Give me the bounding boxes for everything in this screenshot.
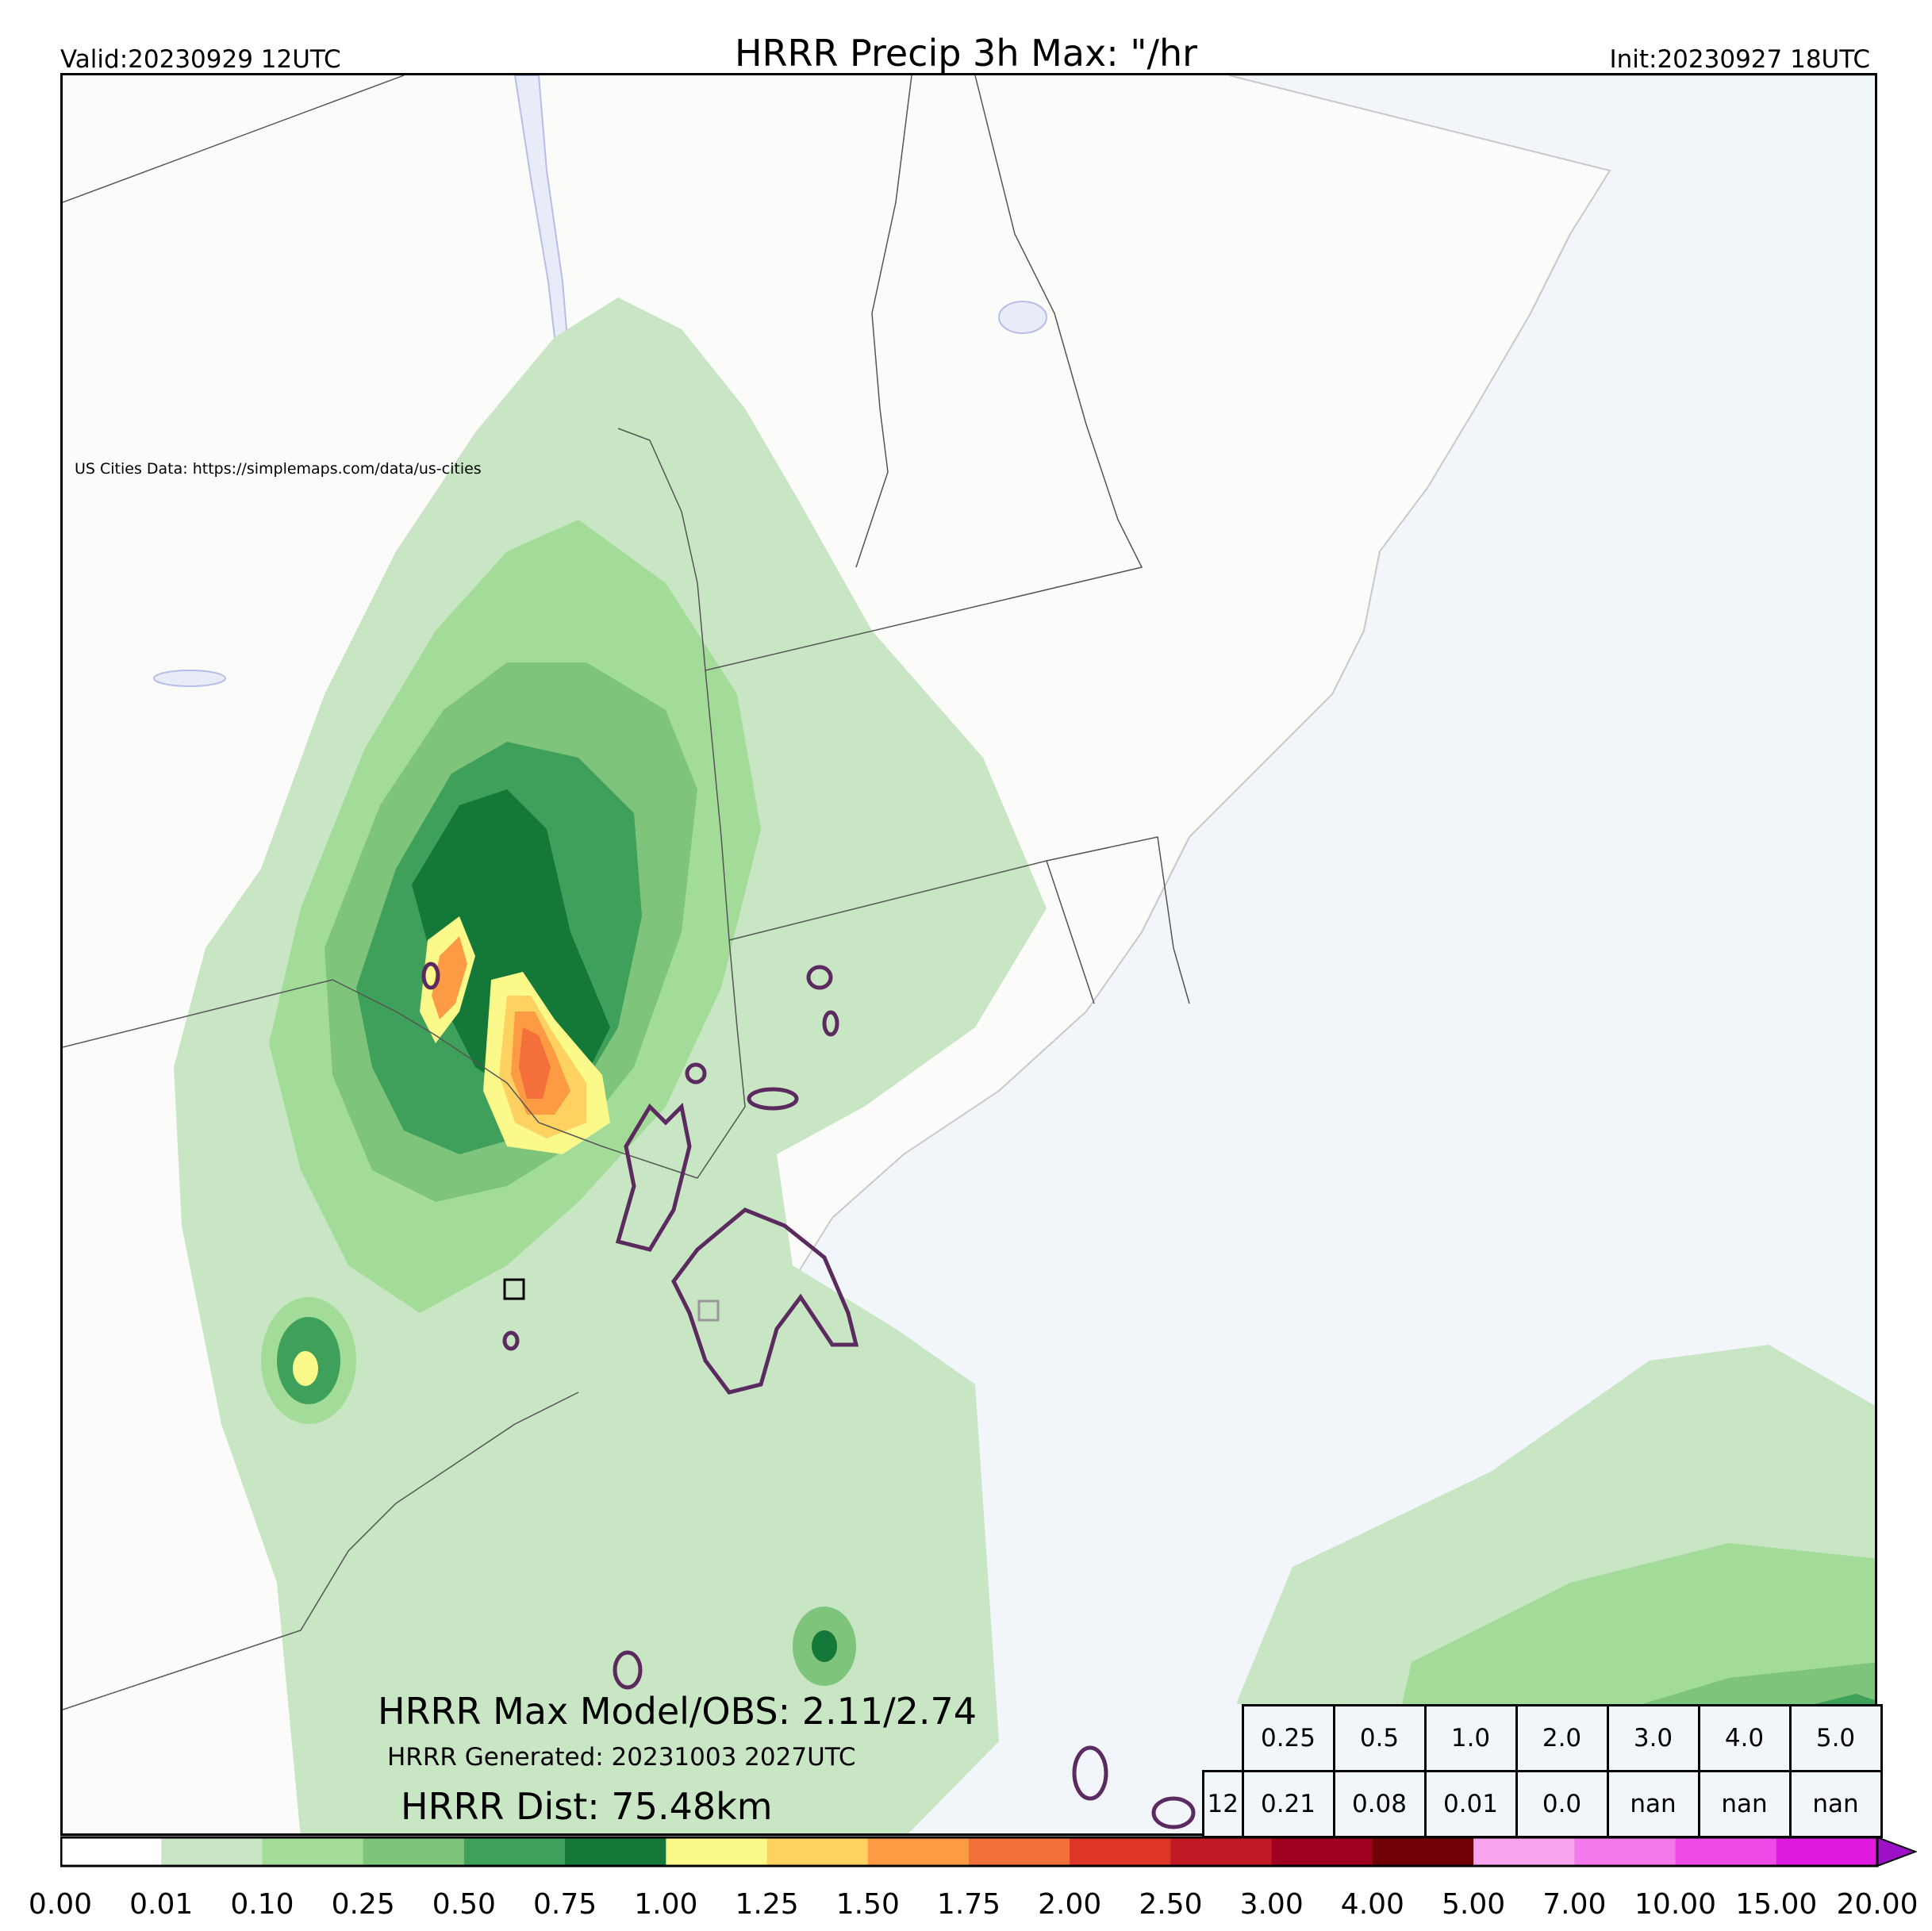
colorbar-segment bbox=[1675, 1837, 1777, 1866]
value-cell: nan bbox=[1606, 1770, 1700, 1838]
colorbar-tick-label: 0.50 bbox=[432, 1888, 496, 1921]
colorbar-tick-label: 0.75 bbox=[533, 1888, 597, 1921]
colorbar-tick-label: 3.00 bbox=[1239, 1888, 1304, 1921]
colorbar-tick-label: 2.00 bbox=[1038, 1888, 1102, 1921]
colorbar-tick-label: 0.00 bbox=[28, 1888, 93, 1921]
value-cell: nan bbox=[1697, 1770, 1792, 1838]
colorbar-segment bbox=[766, 1837, 869, 1866]
colorbar-extend-arrow bbox=[1876, 1836, 1917, 1868]
colorbar-tick-label: 0.10 bbox=[230, 1888, 294, 1921]
lake-sebago bbox=[998, 301, 1047, 334]
colorbar-segment bbox=[1170, 1837, 1273, 1866]
colorbar-segment bbox=[1271, 1837, 1373, 1866]
threshold-cell: 4.0 bbox=[1697, 1704, 1792, 1772]
colorbar-tick-label: 1.50 bbox=[835, 1888, 900, 1921]
colorbar-segment bbox=[363, 1837, 465, 1866]
colorbar-tick-label: 1.00 bbox=[634, 1888, 698, 1921]
chart-title: HRRR Precip 3h Max: "/hr bbox=[734, 32, 1198, 75]
colorbar-segment bbox=[463, 1837, 566, 1866]
colorbar-outline bbox=[60, 1836, 1879, 1868]
map-canvas bbox=[63, 75, 1875, 1833]
obs-max-marker bbox=[697, 1299, 720, 1322]
value-cell: nan bbox=[1788, 1770, 1883, 1838]
colorbar-segment bbox=[867, 1837, 970, 1866]
init-time-label: Init:20230927 18UTC bbox=[1609, 45, 1870, 74]
threshold-cell: 0.25 bbox=[1241, 1704, 1335, 1772]
colorbar-segment bbox=[262, 1837, 364, 1866]
colorbar-tick-label: 20.00 bbox=[1836, 1888, 1919, 1921]
colorbar-tick-label: 10.00 bbox=[1634, 1888, 1717, 1921]
value-cell: 0.01 bbox=[1423, 1770, 1518, 1838]
generated-label: HRRR Generated: 20231003 2027UTC bbox=[387, 1743, 856, 1772]
threshold-cell: 3.0 bbox=[1606, 1704, 1700, 1772]
threshold-cell: 0.5 bbox=[1332, 1704, 1427, 1772]
colorbar-segment bbox=[1473, 1837, 1575, 1866]
colorbar-tick-label: 1.75 bbox=[936, 1888, 1001, 1921]
stats-table: 0.25 0.5 1.0 2.0 3.0 4.0 5.0 12 0.21 0.0… bbox=[1202, 1704, 1883, 1838]
max-model-obs-label: HRRR Max Model/OBS: 2.11/2.74 bbox=[378, 1690, 978, 1733]
colorbar-segment bbox=[1372, 1837, 1474, 1866]
colorbar-tick-label: 7.00 bbox=[1542, 1888, 1607, 1921]
row-label-cell: 12 bbox=[1202, 1770, 1244, 1838]
colorbar-tick-label: 5.00 bbox=[1442, 1888, 1506, 1921]
value-cell: 0.08 bbox=[1332, 1770, 1427, 1838]
colorbar-tick-label: 0.01 bbox=[129, 1888, 194, 1921]
distance-label: HRRR Dist: 75.48km bbox=[401, 1785, 773, 1828]
valid-time-label: Valid:20230929 12UTC bbox=[60, 45, 341, 74]
value-row: 12 0.21 0.08 0.01 0.0 nan nan nan bbox=[1202, 1770, 1883, 1838]
colorbar-segment bbox=[161, 1837, 263, 1866]
colorbar-segment bbox=[60, 1837, 162, 1866]
colorbar-segment bbox=[666, 1837, 768, 1866]
value-cell: 0.0 bbox=[1515, 1770, 1609, 1838]
colorbar-tick-label: 0.25 bbox=[331, 1888, 395, 1921]
colorbar-segment bbox=[1574, 1837, 1677, 1866]
colorbar bbox=[60, 1836, 1917, 1868]
model-max-marker bbox=[503, 1278, 525, 1300]
colorbar-tick-label: 4.00 bbox=[1340, 1888, 1404, 1921]
colorbar-segment bbox=[1070, 1837, 1171, 1866]
colorbar-segment bbox=[565, 1837, 666, 1866]
threshold-cell: 1.0 bbox=[1423, 1704, 1518, 1772]
threshold-cell: 2.0 bbox=[1515, 1704, 1609, 1772]
colorbar-segment bbox=[969, 1837, 1070, 1866]
value-cell: 0.21 bbox=[1241, 1770, 1335, 1838]
threshold-row: 0.25 0.5 1.0 2.0 3.0 4.0 5.0 bbox=[1204, 1704, 1883, 1772]
lake-oneida bbox=[153, 670, 226, 687]
colorbar-tick-label: 2.50 bbox=[1139, 1888, 1203, 1921]
colorbar-tick-label: 15.00 bbox=[1735, 1888, 1818, 1921]
data-credit: US Cities Data: https://simplemaps.com/d… bbox=[75, 460, 482, 478]
colorbar-segment bbox=[1776, 1837, 1878, 1866]
threshold-cell: 5.0 bbox=[1788, 1704, 1883, 1772]
colorbar-tick-label: 1.25 bbox=[735, 1888, 799, 1921]
precip-map bbox=[60, 73, 1877, 1836]
state-borders bbox=[63, 75, 1190, 1710]
